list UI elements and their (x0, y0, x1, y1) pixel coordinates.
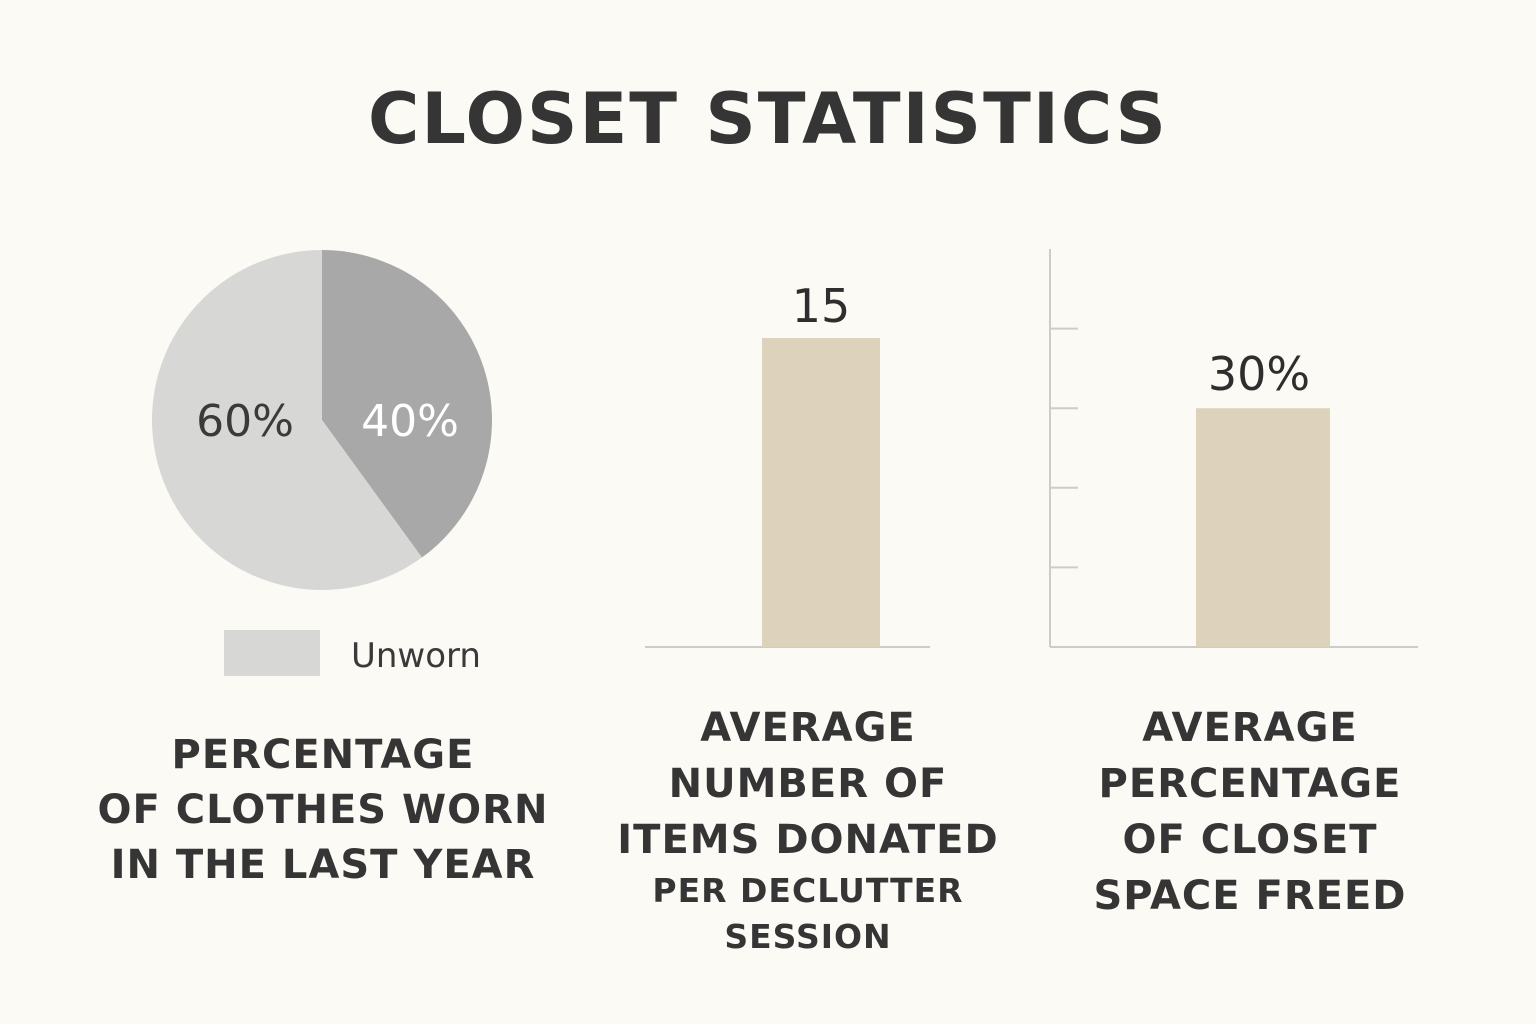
donated-caption-line: SESSION (724, 917, 892, 956)
donated-caption-line: NUMBER OF (668, 761, 948, 807)
pie-slice-label: 60% (196, 396, 294, 447)
space-caption-line: AVERAGE (1142, 705, 1358, 751)
space-caption-line: SPACE FREED (1093, 873, 1407, 919)
donated-caption-line: AVERAGE (700, 705, 916, 751)
donated-caption-line: ITEMS DONATED (617, 817, 999, 863)
pie-caption: PERCENTAGE OF CLOTHES WORN IN THE LAST Y… (80, 728, 566, 893)
donated-caption-line: PER DECLUTTER (652, 871, 964, 910)
bar-value-label: 15 (792, 279, 851, 333)
donated-caption: AVERAGE NUMBER OF ITEMS DONATED PER DECL… (610, 700, 1006, 960)
pie-caption-line: IN THE LAST YEAR (110, 842, 536, 888)
pie-caption-line: OF CLOTHES WORN (97, 787, 549, 833)
bar-value-label: 30% (1208, 347, 1310, 401)
legend-label: Unworn (351, 636, 481, 676)
pie-slice-label: 40% (361, 396, 459, 447)
space-caption-line: OF CLOSET (1122, 817, 1378, 863)
pie-caption-line: PERCENTAGE (171, 732, 475, 778)
space-caption-line: PERCENTAGE (1098, 761, 1402, 807)
page-title: CLOSET STATISTICS (368, 78, 1168, 160)
pie-slice (152, 250, 422, 590)
bar (1196, 408, 1330, 647)
legend-swatch (224, 630, 320, 676)
bar (762, 338, 880, 647)
pie-slice (322, 250, 493, 558)
space-caption: AVERAGE PERCENTAGE OF CLOSET SPACE FREED (1060, 700, 1440, 924)
